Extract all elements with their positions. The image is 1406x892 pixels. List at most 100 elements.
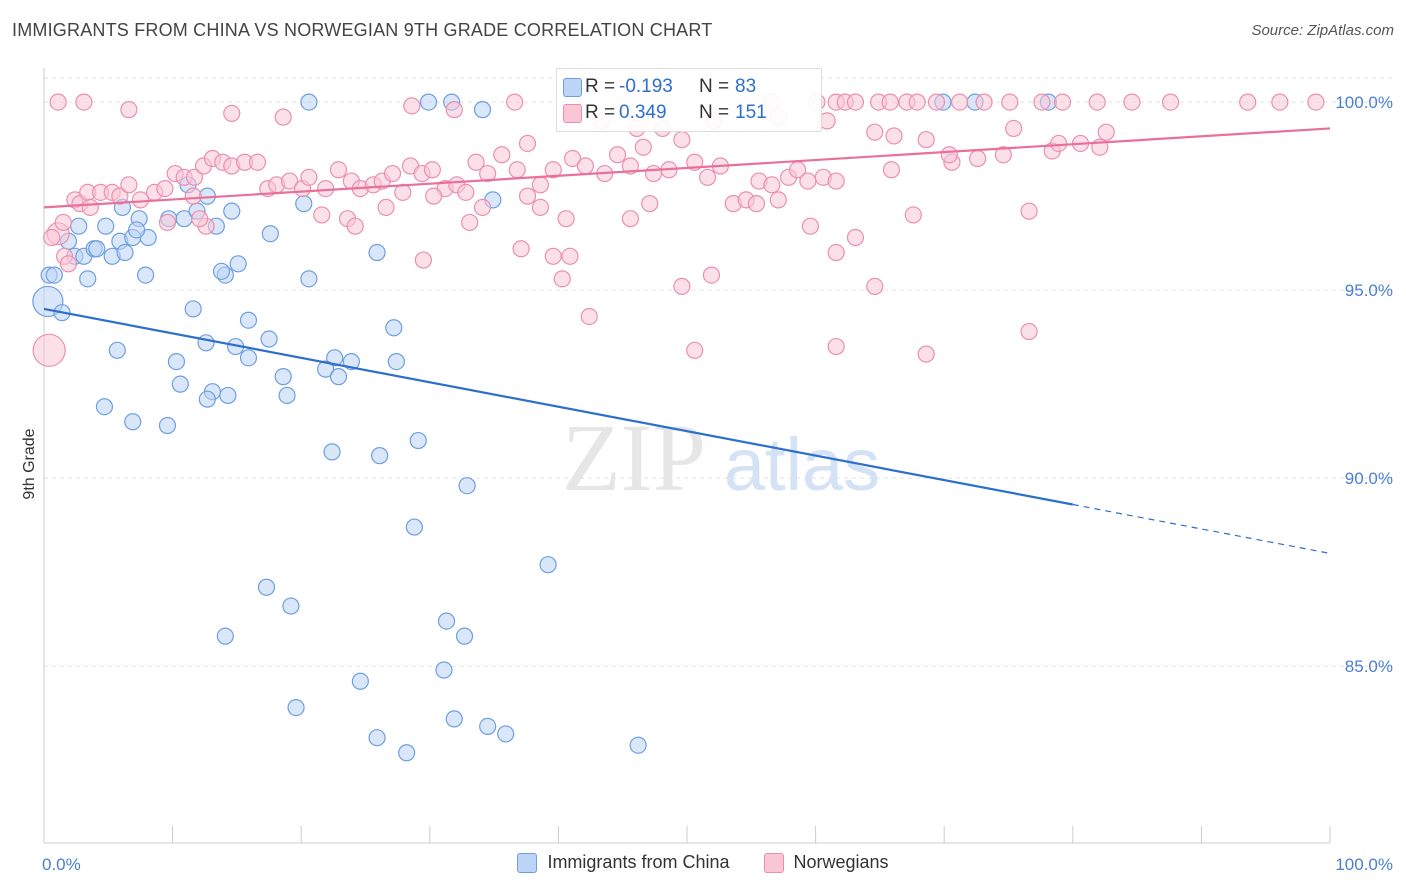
series-norwegians — [32, 93, 1325, 367]
point-china — [79, 270, 97, 288]
legend-swatch-blue — [563, 77, 582, 97]
point-china — [97, 217, 115, 235]
n-label: N = — [699, 76, 730, 97]
point-norwegian — [769, 191, 787, 209]
point-norwegian — [846, 228, 865, 247]
watermark: ZIP atlas — [562, 404, 880, 511]
point-china — [445, 710, 463, 728]
legend-swatch-pink — [563, 103, 582, 123]
point-norwegian — [274, 108, 292, 126]
point-norwegian — [747, 195, 766, 213]
point-china — [323, 443, 341, 461]
tick-labels: 100.0% 95.0% 90.0% 85.0% 0.0% 100.0% — [42, 93, 1393, 874]
point-norwegian — [940, 146, 958, 164]
point-norwegian — [881, 93, 899, 111]
point-norwegian — [799, 172, 817, 190]
point-norwegian — [185, 168, 204, 186]
point-china — [184, 300, 202, 318]
point-norwegian — [673, 131, 691, 149]
point-china — [437, 612, 456, 630]
trendlines — [43, 127, 1331, 554]
point-china — [171, 375, 189, 393]
point-china — [229, 255, 247, 273]
r-value: 0.349 — [619, 102, 667, 123]
point-norwegian — [425, 187, 443, 205]
legend-item-china[interactable]: Immigrants from China — [517, 852, 730, 873]
point-norwegian — [866, 123, 884, 141]
point-norwegian — [827, 243, 845, 262]
point-norwegian — [576, 157, 595, 175]
source-credit: Source: ZipAtlas.com — [1251, 22, 1394, 39]
point-china — [300, 270, 318, 288]
point-norwegian — [951, 93, 969, 111]
point-norwegian — [158, 213, 177, 232]
r-value: -0.193 — [619, 76, 673, 97]
point-china — [167, 352, 186, 371]
point-norwegian — [457, 183, 475, 201]
point-norwegian — [1005, 119, 1023, 138]
point-norwegian — [927, 93, 946, 111]
point-norwegian — [763, 176, 781, 194]
point-norwegian — [445, 101, 463, 119]
legend-swatch-blue — [517, 852, 538, 873]
point-china — [124, 413, 142, 431]
r-label: R = — [585, 76, 616, 97]
point-china — [300, 93, 318, 111]
point-china — [136, 266, 155, 284]
point-china — [127, 221, 146, 239]
point-norwegian — [414, 251, 432, 269]
legend-item-norwegians[interactable]: Norwegians — [763, 852, 889, 873]
point-norwegian — [506, 93, 524, 111]
point-china — [223, 202, 241, 220]
series-legend: Immigrants from China Norwegians — [0, 852, 1406, 873]
point-norwegian — [846, 93, 865, 111]
stats-row-china: R = -0.193 N = 83 — [563, 74, 756, 100]
point-norwegian — [673, 277, 691, 295]
point-norwegian — [531, 176, 549, 194]
point-norwegian — [423, 161, 441, 179]
point-norwegian — [544, 161, 562, 179]
stats-legend: R = -0.193 N = 83 R = 0.349 N = 151 — [556, 68, 822, 132]
point-china — [539, 556, 557, 574]
point-norwegian — [32, 333, 66, 367]
point-china — [219, 386, 237, 405]
point-china — [368, 243, 386, 262]
point-norwegian — [518, 134, 537, 153]
point-china — [329, 368, 348, 386]
point-norwegian — [81, 198, 99, 216]
point-norwegian — [1239, 93, 1257, 111]
point-norwegian — [1050, 134, 1068, 153]
point-norwegian — [1033, 93, 1051, 111]
point-norwegian — [300, 168, 318, 186]
point-china — [287, 699, 305, 717]
point-norwegian — [54, 213, 72, 232]
point-china — [409, 431, 427, 450]
point-norwegian — [313, 206, 331, 224]
stats-row-norwegians: R = 0.349 N = 151 — [563, 100, 767, 126]
point-norwegian — [698, 168, 717, 186]
point-china — [455, 627, 474, 645]
point-norwegian — [1161, 93, 1180, 111]
point-norwegian — [317, 179, 335, 198]
trendline-extension — [1072, 503, 1331, 554]
point-norwegian — [563, 149, 582, 168]
point-china — [629, 736, 647, 754]
point-china — [351, 672, 369, 690]
point-china — [419, 93, 438, 111]
point-china — [368, 729, 386, 747]
trendline — [43, 127, 1331, 209]
point-norwegian — [467, 153, 485, 171]
point-norwegian — [461, 213, 479, 232]
point-norwegian — [644, 164, 663, 183]
point-norwegian — [75, 93, 93, 111]
point-norwegian — [111, 187, 129, 205]
point-norwegian — [508, 161, 526, 179]
x-tick-label: 0.0% — [42, 855, 81, 874]
point-norwegian — [1020, 202, 1038, 220]
point-china — [458, 477, 476, 495]
point-china — [435, 661, 453, 679]
point-norwegian — [904, 206, 922, 224]
point-china — [116, 243, 134, 262]
point-norwegian — [493, 146, 511, 164]
